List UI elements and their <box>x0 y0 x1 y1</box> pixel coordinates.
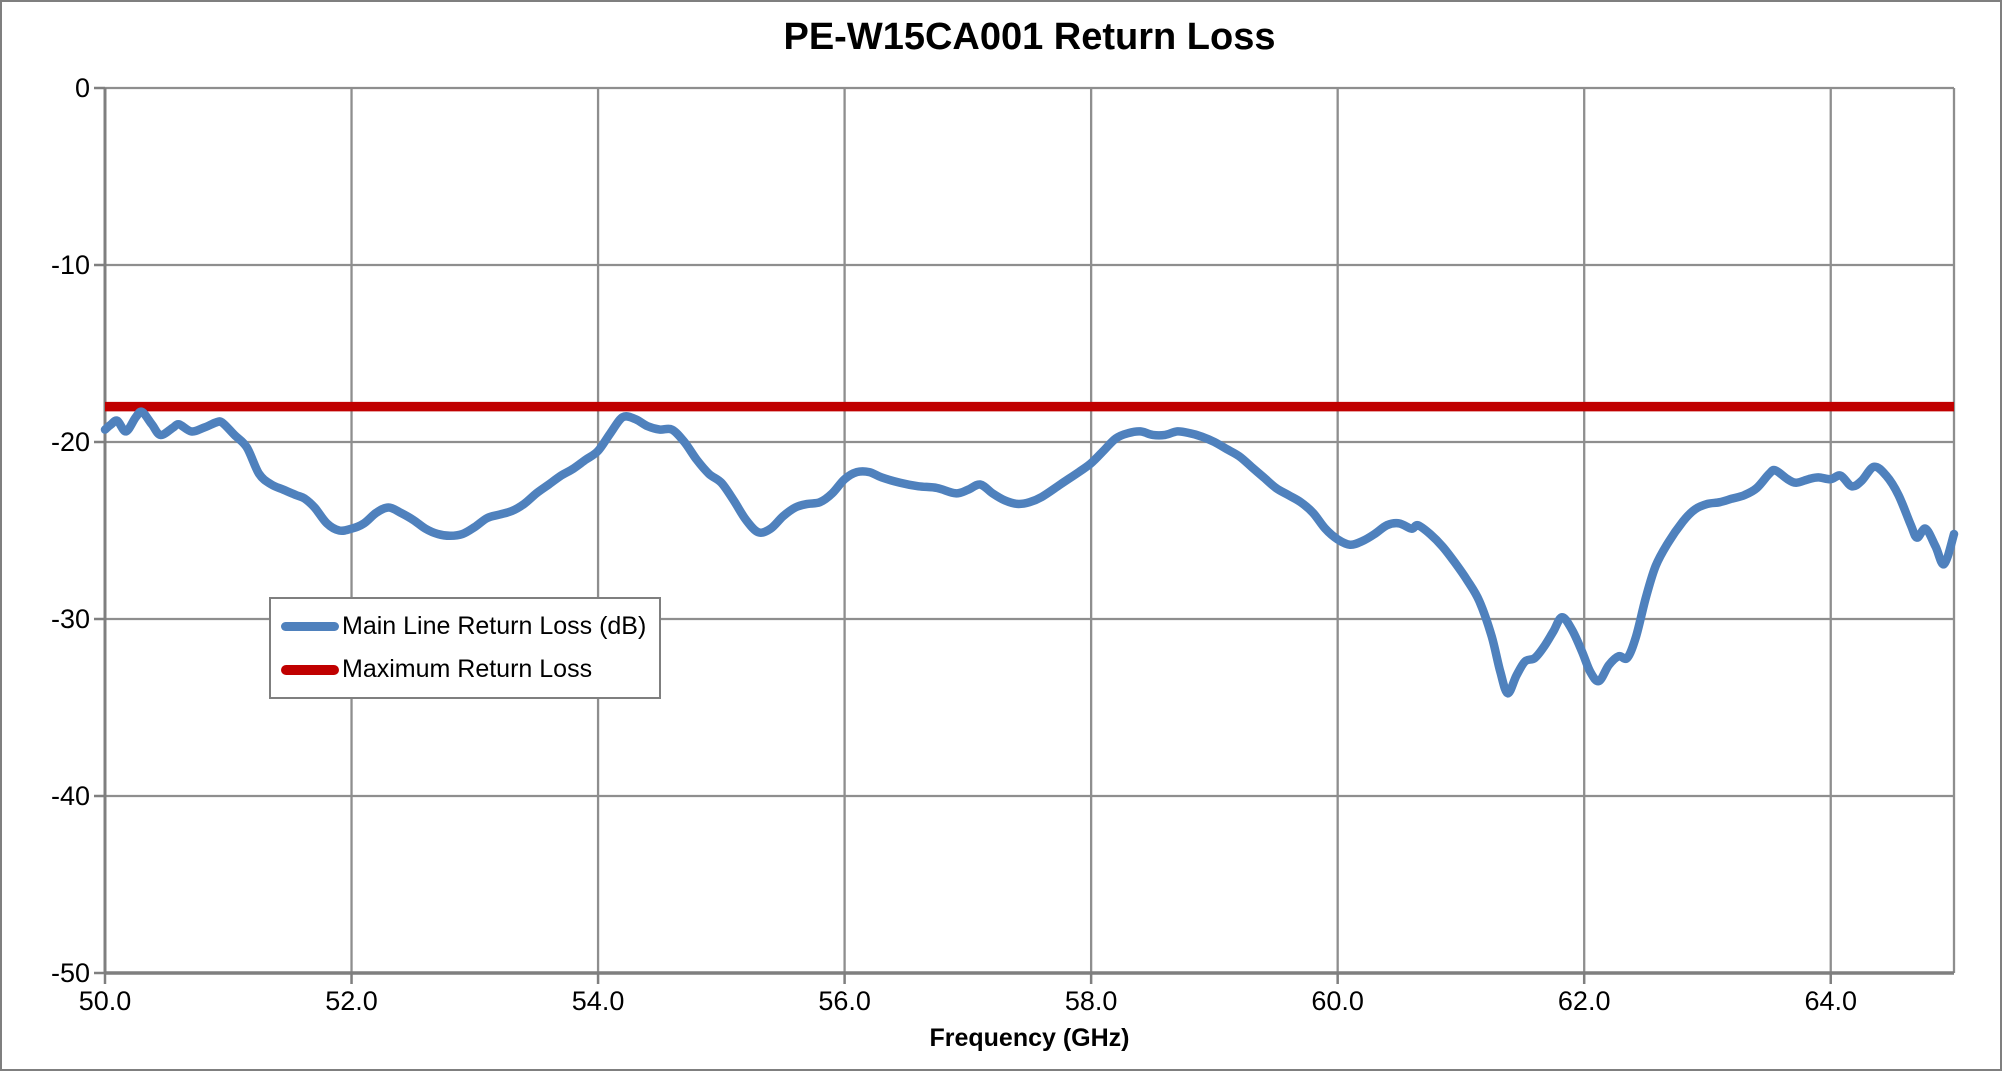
x-tick-label: 60.0 <box>1311 986 1364 1016</box>
x-tick-label: 50.0 <box>78 986 132 1016</box>
x-tick-label: 64.0 <box>1804 986 1857 1016</box>
y-tick-label: -40 <box>50 781 90 811</box>
x-tick-label: 54.0 <box>571 986 625 1016</box>
y-tick-label: 0 <box>74 73 90 103</box>
x-tick-label: 56.0 <box>818 986 871 1016</box>
max-return-loss-legend-swatch <box>281 664 339 675</box>
main-line-legend-swatch <box>281 622 339 631</box>
chart-title: PE-W15CA001 Return Loss <box>783 16 1276 58</box>
legend-item-max-return-loss: Maximum Return Loss <box>281 655 659 684</box>
legend: Main Line Return Loss (dB) Maximum Retur… <box>269 597 661 699</box>
legend-label-max-return-loss: Maximum Return Loss <box>342 655 593 683</box>
y-tick-label: -50 <box>50 958 90 988</box>
main-line-series <box>100 407 1959 698</box>
y-tick-label: -30 <box>50 604 90 634</box>
y-tick-label: -20 <box>50 427 90 457</box>
x-tick-label: 52.0 <box>325 986 378 1016</box>
legend-item-main-line: Main Line Return Loss (dB) <box>281 612 659 641</box>
y-tick-label: -10 <box>50 250 90 280</box>
legend-label-main-line: Main Line Return Loss (dB) <box>342 612 647 640</box>
x-tick-label: 58.0 <box>1064 986 1118 1016</box>
x-tick-label: 62.0 <box>1557 986 1611 1016</box>
x-axis-title: Frequency (GHz) <box>929 1024 1130 1052</box>
